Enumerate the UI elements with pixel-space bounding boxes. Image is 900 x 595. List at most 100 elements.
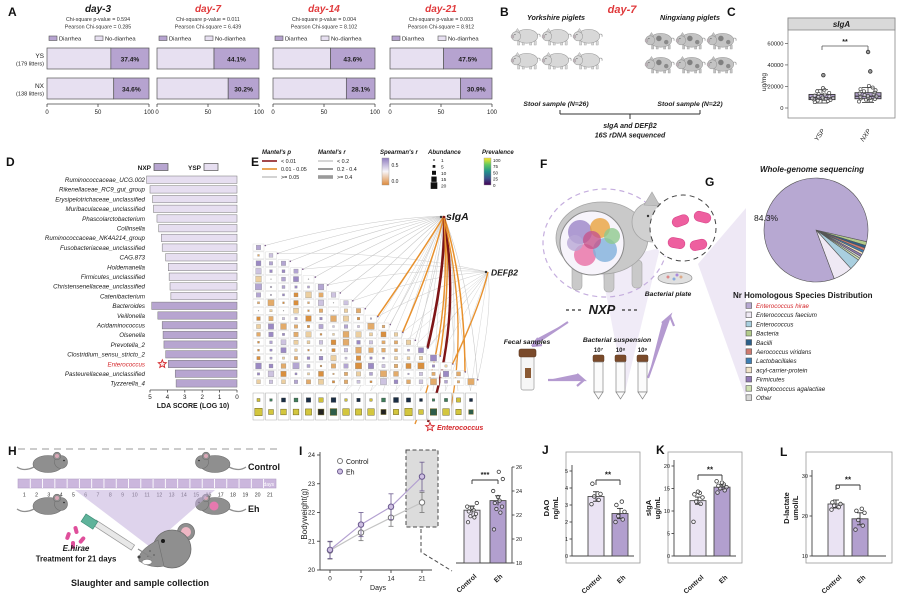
pie-legend-label: Firmicutes [756,377,785,384]
legend-label: 0.2 - 0.4 [337,167,357,173]
panel-h: HControlEhdays12345678910111213141516171… [8,444,280,588]
x-tick: 3 [183,394,187,401]
taxon-label: Clostridium_sensu_stricto_2 [67,352,145,359]
panel-l: L 10 20 30 D-lactate umol/L Control Eh ** [780,445,893,595]
taxon-label: Firmicutes_unclassified [81,274,146,281]
sample-label: Stool sample (N=26) [523,101,589,108]
y-axis-label: ug/mL [653,496,662,519]
panel-label-g: G [705,175,714,189]
y-tick: 24 [308,452,316,459]
x-tick: 0 [328,576,332,583]
syringe [80,513,153,559]
pie-legend-label: Streptococcus agalactiae [756,386,826,393]
legend-label: Diarrhea [285,37,308,43]
heatmap-legends: Mantel's p < 0.01 0.01 - 0.05 >= 0.05 Mantel… [262,150,514,190]
pie-main-value: 84.3% [754,213,779,223]
row-label: NX [35,83,45,90]
taxon-label: Tyzzerella_4 [110,381,145,388]
y-tick: 18 [516,561,522,567]
group-title: Yorkshire piglets [527,13,585,22]
legend-label: >= 0.05 [281,175,299,181]
x-tick: 2 [200,394,204,401]
legend-tick: 75 [493,164,499,169]
pie-legend-label: Lactobacillales [756,358,797,365]
pig-icon [541,52,572,70]
mouse-icon [195,493,247,515]
significance: ** [845,476,852,485]
assay-label: 16S rDNA sequenced [595,133,666,140]
day-number: 19 [242,493,248,499]
panel-g: G Whole-genome sequencing 84.3% Nr Homologo… [705,165,873,402]
y-tick: 26 [516,465,522,471]
fecal-tube [518,348,537,391]
pie-legend-label: Bacteria [756,331,779,338]
significance: ** [605,471,612,480]
taxon-label: Veillonella [117,313,146,320]
legend-label: Diarrhea [402,37,425,43]
pie-legend-title: Nr Homologous Species Distribution [733,291,873,300]
y-axis-label: D-lactate [782,492,791,524]
stat-line: Chi-square p-value = 0.594 [66,17,130,23]
sample-label: Stool sample (N=22) [657,101,723,108]
pig-icon [675,32,706,50]
taxon-label: Ruminococcaceae_UCG.002 [65,177,146,184]
y-axis-label: ug/mg [761,73,768,91]
legend-title: Prevalence [482,150,514,156]
node-label-defb2: DEFβ2 [491,268,518,278]
microbiome-blobs [567,218,620,266]
pig-icon [644,56,675,74]
taxon-label: Bacteroides [112,303,145,310]
y-tick: 5 [565,469,568,475]
taxon-label: Catenibacterium [100,293,145,300]
y-tick: 0 [780,106,783,112]
legend-title: Spearman's r [380,150,418,156]
dilution-label: 10⁹ [638,348,648,354]
y-tick: 40000 [767,63,783,69]
pie-legend-label: Enterococcus hirae [756,303,810,310]
plate-label: Bacterial plate [645,291,692,298]
panel-label-a: A [8,5,17,19]
x-category: Control [821,574,844,595]
group-label-control: Control [248,462,280,472]
taxon-label: Acidaminococcus [96,323,145,330]
row-labels: YS (179 litters) NX (138 litters) [16,53,45,98]
timeline-bar: days [17,478,277,489]
y-tick: 5 [667,532,670,538]
mouse-icon [16,451,68,473]
mouse-icon [195,451,247,473]
pig-icon [572,52,603,70]
mouse-icon [16,493,68,515]
legend-label: Eh [346,470,355,477]
box-title: sIgA [833,20,851,29]
y-tick: 0 [565,554,568,560]
day-number: 17 [218,493,224,499]
y-tick: 24 [516,489,522,495]
panel-label-b: B [500,5,509,19]
x-tick: 7 [359,576,363,583]
x-tick: 0 [388,110,392,116]
panel-j: J 0 1 2 3 4 5 DAO ng/mL Control Eh ** [542,443,641,595]
y-tick: 20 [516,537,522,543]
y-tick: 4 [565,486,568,492]
group-label: NXP [589,302,616,317]
legend-tick: 20 [441,184,447,190]
x-tick: 0 [235,394,239,401]
panel-b: B Yorkshire piglets day-7 Ningxiang piglets… [500,4,737,140]
day-number: 4 [60,493,63,499]
x-category: Eh [718,574,729,585]
bar-value: 37.4% [121,57,140,64]
taxon-label: Enterococcus [108,361,146,368]
diarrhea-chart-day-7: day-7 Chi-square p-value = 0.011 Pearson C… [155,4,264,116]
bar-value: 44.1% [227,57,246,64]
x-category: NXP [859,128,873,144]
y-axis-label: sIgA [644,499,653,516]
y-tick: 23 [308,481,316,488]
panel-label-l: L [780,445,787,459]
y-axis-label: DAO [542,500,551,517]
row-sublabel: (179 litters) [16,62,44,68]
star-label: Enterococcus [437,425,483,432]
y-tick: 20 [308,567,316,574]
